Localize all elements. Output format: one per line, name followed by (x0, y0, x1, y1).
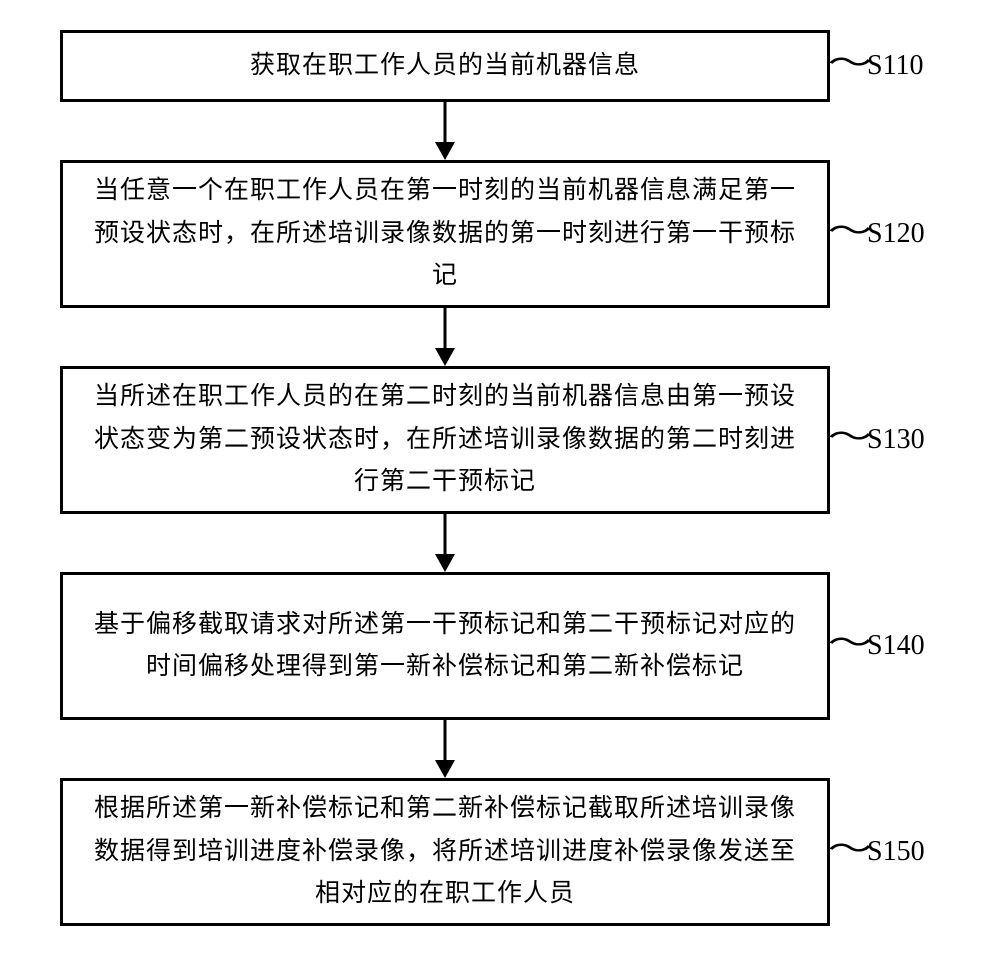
step-box-s140: 基于偏移截取请求对所述第一干预标记和第二干预标记对应的时间偏移处理得到第一新补偿… (60, 572, 830, 720)
step-label: S110 (867, 50, 924, 82)
arrow-icon (430, 102, 460, 160)
step-label-group: 〜 S140 (835, 630, 925, 662)
step-label: S120 (867, 218, 925, 250)
flowchart-container: 获取在职工作人员的当前机器信息 〜 S110 当任意一个在职工作人员在第一时刻的… (60, 30, 940, 926)
step-text: 基于偏移截取请求对所述第一干预标记和第二干预标记对应的时间偏移处理得到第一新补偿… (83, 604, 807, 689)
step-label-group: 〜 S110 (835, 50, 924, 82)
flow-step: 根据所述第一新补偿标记和第二新补偿标记截取所述培训录像数据得到培训进度补偿录像，… (60, 778, 940, 926)
arrow-icon (430, 514, 460, 572)
arrow-icon (430, 720, 460, 778)
flow-step: 当任意一个在职工作人员在第一时刻的当前机器信息满足第一预设状态时，在所述培训录像… (60, 160, 940, 308)
step-label: S140 (867, 630, 925, 662)
flow-step: 获取在职工作人员的当前机器信息 〜 S110 (60, 30, 940, 102)
flow-arrow (60, 102, 830, 160)
step-text: 根据所述第一新补偿标记和第二新补偿标记截取所述培训录像数据得到培训进度补偿录像，… (83, 788, 807, 916)
step-box-s150: 根据所述第一新补偿标记和第二新补偿标记截取所述培训录像数据得到培训进度补偿录像，… (60, 778, 830, 926)
step-box-s130: 当所述在职工作人员的在第二时刻的当前机器信息由第一预设状态变为第二预设状态时，在… (60, 366, 830, 514)
connector-tilde: 〜 (828, 423, 873, 453)
flow-step: 当所述在职工作人员的在第二时刻的当前机器信息由第一预设状态变为第二预设状态时，在… (60, 366, 940, 514)
arrow-icon (430, 308, 460, 366)
connector-tilde: 〜 (828, 217, 873, 247)
step-text: 当任意一个在职工作人员在第一时刻的当前机器信息满足第一预设状态时，在所述培训录像… (83, 170, 807, 298)
connector-tilde: 〜 (828, 629, 873, 659)
flow-arrow (60, 720, 830, 778)
connector-tilde: 〜 (828, 835, 873, 865)
connector-tilde: 〜 (828, 49, 873, 79)
flow-arrow (60, 514, 830, 572)
step-label: S130 (867, 424, 925, 456)
step-box-s120: 当任意一个在职工作人员在第一时刻的当前机器信息满足第一预设状态时，在所述培训录像… (60, 160, 830, 308)
step-text: 当所述在职工作人员的在第二时刻的当前机器信息由第一预设状态变为第二预设状态时，在… (83, 376, 807, 504)
step-label-group: 〜 S130 (835, 424, 925, 456)
step-text: 获取在职工作人员的当前机器信息 (250, 45, 640, 88)
flow-arrow (60, 308, 830, 366)
step-label-group: 〜 S150 (835, 836, 925, 868)
step-label: S150 (867, 836, 925, 868)
step-box-s110: 获取在职工作人员的当前机器信息 (60, 30, 830, 102)
flow-step: 基于偏移截取请求对所述第一干预标记和第二干预标记对应的时间偏移处理得到第一新补偿… (60, 572, 940, 720)
step-label-group: 〜 S120 (835, 218, 925, 250)
